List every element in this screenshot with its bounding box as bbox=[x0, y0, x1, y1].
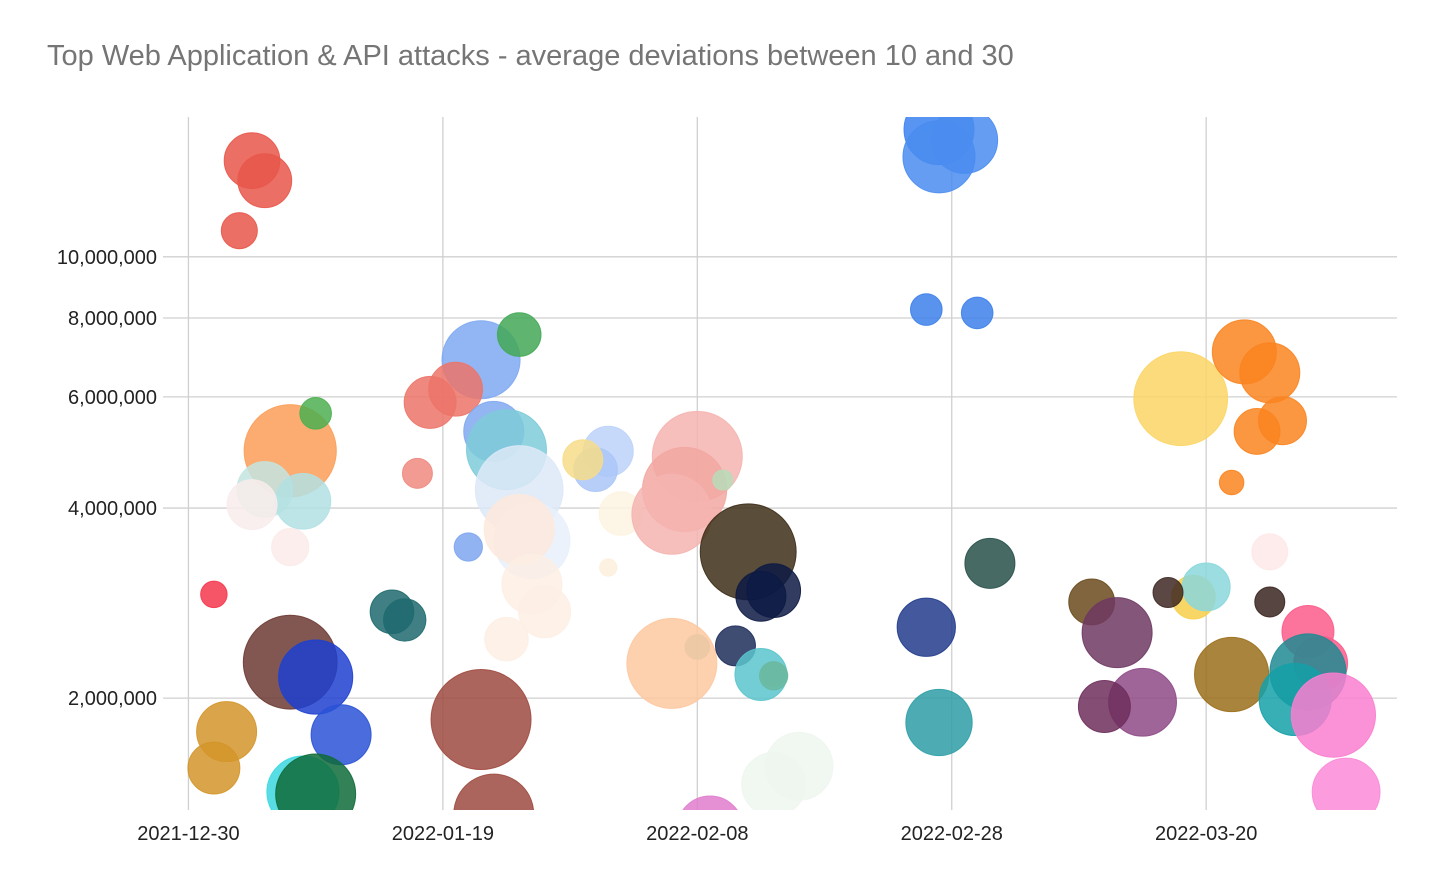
y-tick-label: 2,000,000 bbox=[68, 688, 157, 710]
bubble bbox=[274, 472, 332, 530]
bubbles bbox=[187, 117, 1381, 810]
bubble bbox=[964, 537, 1016, 589]
bubble bbox=[1311, 757, 1381, 810]
x-tick-label: 2022-02-28 bbox=[901, 823, 1003, 845]
bubble bbox=[896, 597, 956, 657]
bubble bbox=[960, 296, 994, 330]
bubble bbox=[1239, 342, 1301, 404]
x-tick-label: 2022-02-08 bbox=[646, 823, 748, 845]
bubble bbox=[682, 795, 738, 810]
bubble bbox=[735, 570, 787, 622]
bubble bbox=[278, 639, 354, 715]
bubble bbox=[626, 617, 718, 709]
bubble bbox=[220, 212, 258, 250]
bubble bbox=[496, 312, 542, 357]
bubble bbox=[1194, 636, 1270, 713]
bubble bbox=[187, 741, 241, 795]
chart-title: Top Web Application & API attacks - aver… bbox=[47, 40, 1014, 72]
bubble bbox=[712, 469, 734, 491]
y-tick-label: 8,000,000 bbox=[68, 308, 157, 330]
bubble bbox=[1133, 351, 1229, 447]
bubble bbox=[401, 457, 433, 489]
bubble bbox=[631, 473, 713, 555]
bubble bbox=[1251, 533, 1289, 571]
bubble bbox=[428, 361, 484, 417]
bubble bbox=[299, 397, 332, 430]
bubble bbox=[484, 616, 529, 662]
bubble bbox=[1290, 672, 1377, 758]
x-tick-label: 2021-12-30 bbox=[137, 823, 239, 845]
bubble bbox=[430, 669, 532, 771]
bubble bbox=[905, 688, 973, 757]
bubble bbox=[1258, 396, 1307, 446]
bubble bbox=[1254, 586, 1286, 618]
bubble bbox=[1181, 562, 1231, 612]
bubble bbox=[684, 634, 711, 660]
y-tick-label: 6,000,000 bbox=[68, 387, 157, 409]
bubble bbox=[1152, 576, 1184, 608]
bubble bbox=[518, 585, 572, 639]
bubble bbox=[382, 598, 427, 642]
bubble bbox=[1081, 597, 1153, 669]
bubble bbox=[275, 753, 357, 810]
bubble bbox=[909, 293, 943, 326]
x-tick-label: 2022-03-20 bbox=[1155, 823, 1257, 845]
x-tick-label: 2022-01-19 bbox=[392, 823, 494, 845]
bubble bbox=[902, 120, 976, 194]
bubble bbox=[226, 479, 278, 531]
bubble bbox=[741, 751, 807, 810]
bubble bbox=[453, 773, 535, 810]
bubble bbox=[599, 558, 618, 577]
bubble bbox=[1218, 469, 1245, 496]
bubble bbox=[1077, 680, 1131, 733]
bubble bbox=[237, 153, 293, 209]
y-tick-label: 10,000,000 bbox=[57, 247, 157, 269]
bubble bbox=[483, 493, 555, 565]
bubble bbox=[758, 661, 789, 691]
bubble bbox=[200, 580, 228, 609]
bubble bbox=[453, 532, 483, 562]
bubble bbox=[271, 527, 310, 567]
y-tick-label: 4,000,000 bbox=[68, 498, 157, 520]
bubble bbox=[562, 439, 604, 481]
